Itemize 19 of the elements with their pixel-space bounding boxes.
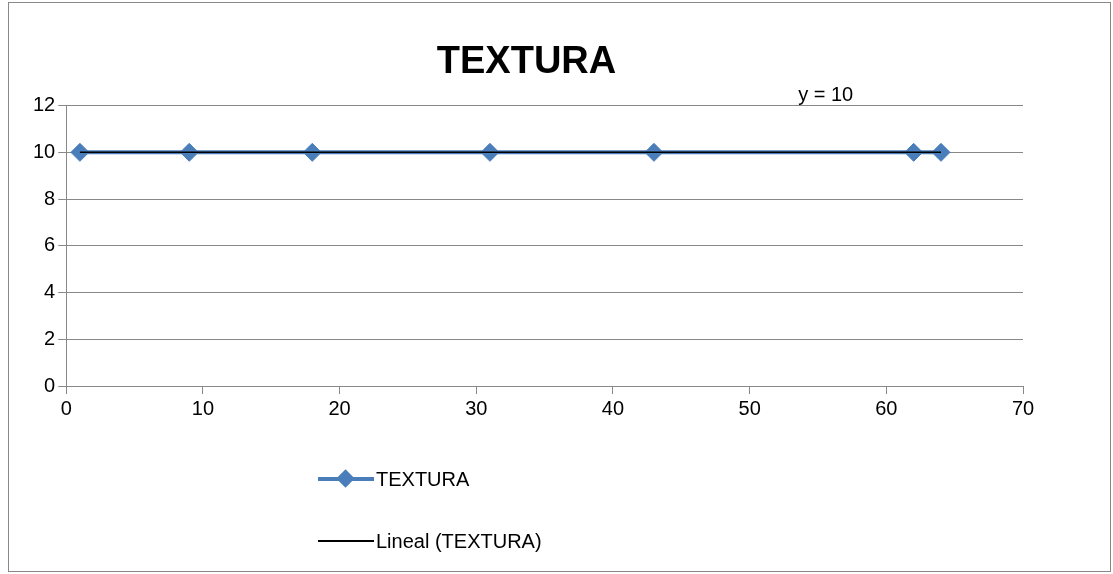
y-tick-label: 6: [44, 233, 56, 256]
x-tick-label: 0: [60, 396, 72, 419]
y-tick-label: 4: [44, 280, 56, 303]
legend-label: TEXTURA: [376, 467, 470, 491]
x-tick-label: 50: [738, 396, 761, 419]
x-tick-label: 30: [465, 396, 488, 419]
y-tick-label: 8: [44, 186, 56, 209]
x-tick-label: 40: [601, 396, 625, 419]
text: y = 10: [798, 83, 854, 106]
x-tick-label: 20: [328, 396, 351, 419]
y-tick-label: 2: [44, 326, 56, 349]
legend-label: Lineal (TEXTURA): [376, 529, 542, 553]
y-tick-label: 12: [33, 93, 56, 116]
x-tick-label: 10: [191, 396, 215, 419]
chart-title: TEXTURA: [436, 39, 617, 82]
x-tick-label: 60: [875, 396, 898, 419]
y-tick-label: 10: [33, 139, 56, 162]
y-tick-label: 0: [44, 373, 56, 396]
x-tick-label: 70: [1011, 396, 1035, 419]
